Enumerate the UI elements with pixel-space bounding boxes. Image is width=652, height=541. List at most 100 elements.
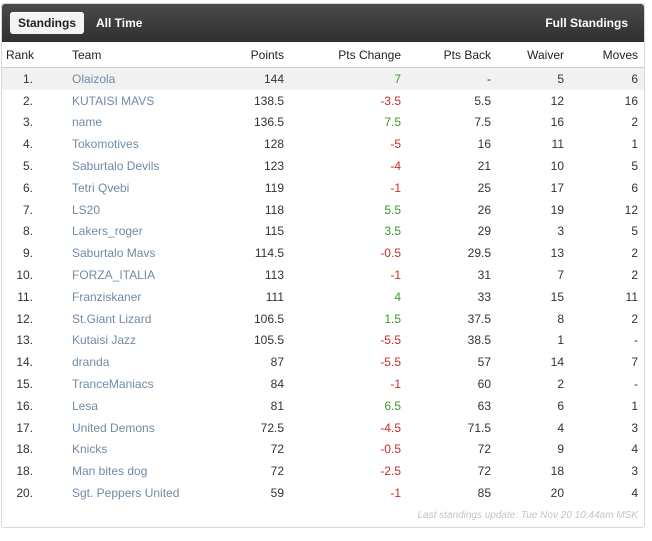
team-link[interactable]: dranda	[72, 355, 110, 370]
team-cell: Tokomotives	[66, 133, 206, 155]
team-link[interactable]: Sgt. Peppers United	[72, 486, 180, 501]
header-pts-change: Pts Change	[290, 42, 407, 68]
team-link[interactable]: TranceManiacs	[72, 377, 154, 392]
rank-cell: 18.	[16, 464, 33, 479]
team-link[interactable]: Lesa	[72, 398, 99, 413]
team-link[interactable]: Tetri Qvebi	[72, 180, 130, 195]
pts-change-cell: -5	[390, 137, 401, 152]
waiver-cell: 15	[550, 289, 564, 304]
team-link[interactable]: Knicks	[72, 442, 108, 457]
team-link[interactable]: Franziskaner	[72, 289, 142, 304]
table-row: 17. United Demons 72.5 -4.5 71.5 4 3	[2, 417, 644, 439]
points-cell: 87	[270, 355, 284, 370]
pts-change-cell: -1	[390, 486, 401, 501]
points-cell: 138.5	[253, 93, 284, 108]
team-link[interactable]: United Demons	[72, 420, 155, 435]
team-cell: Lakers_roger	[66, 221, 206, 243]
pts-change-cell: 7.5	[384, 115, 401, 130]
team-link[interactable]: Lakers_roger	[72, 224, 143, 239]
waiver-cell: 19	[550, 202, 564, 217]
pts-back-cell: 29	[477, 224, 491, 239]
pts-back-cell: 25	[477, 180, 491, 195]
moves-cell: 5	[631, 159, 638, 174]
pts-change-cell: -4	[390, 159, 401, 174]
table-row: 5. Saburtalo Devils 123 -4 21 10 5	[2, 155, 644, 177]
rank-cell: 1.	[2, 67, 66, 90]
rank-cell: 14.	[16, 355, 33, 370]
rank-cell: 10.	[16, 268, 33, 283]
table-row: 1. Olaizola 144 7-5 6	[2, 67, 644, 90]
standings-table: Rank Team Points Pts Change Pts Back Wai…	[2, 42, 644, 504]
last-update-note: Last standings update: Tue Nov 20 10:44a…	[417, 510, 638, 521]
waiver-cell: 20	[550, 486, 564, 501]
pts-change-cell: 7	[290, 67, 407, 90]
team-link[interactable]: St.Giant Lizard	[72, 311, 152, 326]
table-row: 15. TranceManiacs 84 -1 60 2 -	[2, 373, 644, 395]
pts-back-cell: 60	[477, 377, 491, 392]
points-cell: 144	[206, 67, 290, 90]
points-cell: 128	[263, 137, 284, 152]
table-row: 14. dranda 87 -5.5 57 14 7	[2, 351, 644, 373]
moves-cell: 2	[631, 115, 638, 130]
pts-back-cell: 72	[477, 442, 491, 457]
table-row: 3. name 136.5 7.5 7.5 16 2	[2, 112, 644, 134]
points-cell: 123	[263, 159, 284, 174]
pts-back-cell: 38.5	[467, 333, 491, 348]
waiver-cell: 12	[550, 93, 564, 108]
header-points: Points	[206, 42, 290, 68]
points-cell: 72	[270, 464, 284, 479]
team-cell: Kutaisi Jazz	[66, 330, 206, 352]
pts-change-cell: -2.5	[380, 464, 401, 479]
table-row: 18. Man bites dog 72 -2.5 72 18 3	[2, 460, 644, 482]
table-row: 11. Franziskaner 111 4 33 15 11	[2, 286, 644, 308]
team-link[interactable]: Saburtalo Devils	[72, 159, 160, 174]
moves-cell: 3	[631, 464, 638, 479]
pts-back-cell: 29.5	[467, 246, 491, 261]
team-cell: Man bites dog	[66, 460, 206, 482]
waiver-cell: 4	[557, 420, 564, 435]
moves-cell: 1	[631, 137, 638, 152]
team-link[interactable]: Olaizola	[72, 71, 116, 86]
team-cell: Franziskaner	[66, 286, 206, 308]
waiver-cell: 18	[550, 464, 564, 479]
team-cell: Sgt. Peppers United	[66, 482, 206, 504]
widget-header: Standings All Time Full Standings	[2, 4, 644, 42]
pts-back-cell: 71.5	[467, 420, 491, 435]
table-row: 16. Lesa 81 6.5 63 6 1	[2, 395, 644, 417]
team-cell: FORZA_ITALIA	[66, 264, 206, 286]
pts-back-cell: 16	[477, 137, 491, 152]
team-cell: Saburtalo Mavs	[66, 242, 206, 264]
tab-standings[interactable]: Standings	[10, 12, 85, 34]
pts-change-cell: -5.5	[380, 333, 401, 348]
pts-back-cell: 63	[477, 398, 491, 413]
team-link[interactable]: LS20	[72, 202, 101, 217]
moves-cell: 16	[624, 93, 638, 108]
pts-back-cell: 31	[477, 268, 491, 283]
table-header-row: Rank Team Points Pts Change Pts Back Wai…	[2, 42, 644, 68]
pts-back-cell: 5.5	[474, 93, 491, 108]
team-link[interactable]: Tokomotives	[72, 137, 139, 152]
points-cell: 59	[270, 486, 284, 501]
team-link[interactable]: name	[72, 115, 103, 130]
team-link[interactable]: Saburtalo Mavs	[72, 246, 156, 261]
pts-change-cell: -0.5	[380, 442, 401, 457]
team-link[interactable]: FORZA_ITALIA	[72, 268, 156, 283]
rank-cell: 3.	[22, 115, 33, 130]
points-cell: 113	[264, 268, 284, 283]
points-cell: 119	[264, 180, 284, 195]
table-row: 8. Lakers_roger 115 3.5 29 3 5	[2, 221, 644, 243]
points-cell: 114.5	[254, 246, 284, 261]
full-standings-link[interactable]: Full Standings	[545, 16, 628, 30]
pts-back-cell: 37.5	[467, 311, 491, 326]
rank-cell: 5.	[22, 159, 33, 174]
team-link[interactable]: KUTAISI MAVS	[72, 93, 155, 108]
team-cell: KUTAISI MAVS	[66, 90, 206, 112]
team-link[interactable]: Kutaisi Jazz	[72, 333, 137, 348]
team-link[interactable]: Man bites dog	[72, 464, 148, 479]
moves-cell: 6	[631, 180, 638, 195]
pts-back-cell: 57	[477, 355, 491, 370]
waiver-cell: 5	[497, 67, 570, 90]
moves-cell: 3	[631, 420, 638, 435]
tab-all-time[interactable]: All Time	[96, 16, 143, 30]
points-cell: 81	[270, 398, 284, 413]
